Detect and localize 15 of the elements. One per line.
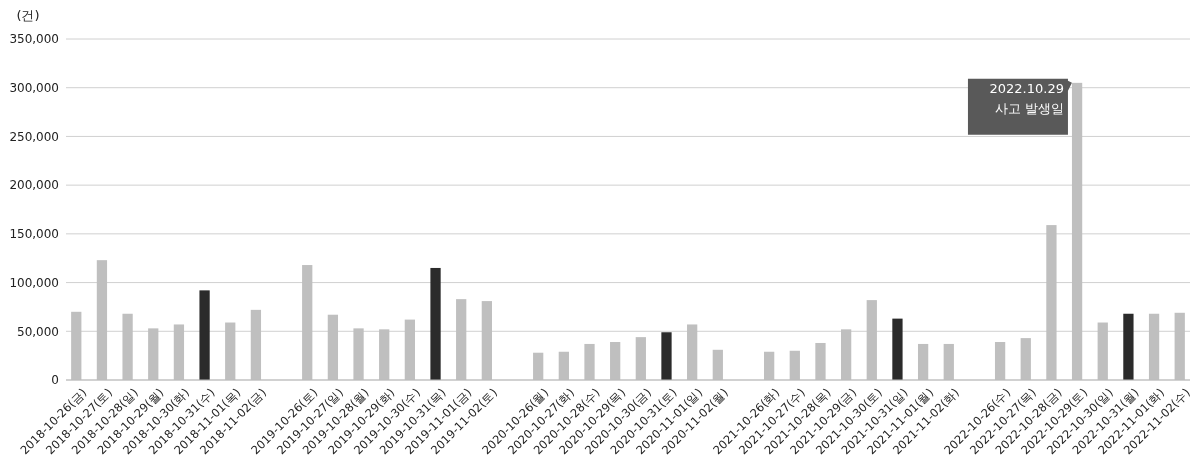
y-tick-label: 0 <box>51 373 59 388</box>
y-tick-label: 150,000 <box>9 227 59 242</box>
bar <box>892 318 903 380</box>
bar <box>199 290 210 380</box>
y-tick-label: 50,000 <box>17 324 59 339</box>
y-tick-label: 100,000 <box>9 275 59 290</box>
y-tick-label: 250,000 <box>9 129 59 144</box>
y-tick-label: 300,000 <box>9 81 59 96</box>
y-axis-title: (건) <box>16 8 40 23</box>
bar <box>1123 313 1134 380</box>
annotation: 2022.10.29 사고 발생일 <box>989 80 1064 116</box>
bar <box>430 267 441 380</box>
y-tick-label: 200,000 <box>9 178 59 193</box>
bar <box>661 332 672 380</box>
y-tick-label: 350,000 <box>9 32 59 47</box>
